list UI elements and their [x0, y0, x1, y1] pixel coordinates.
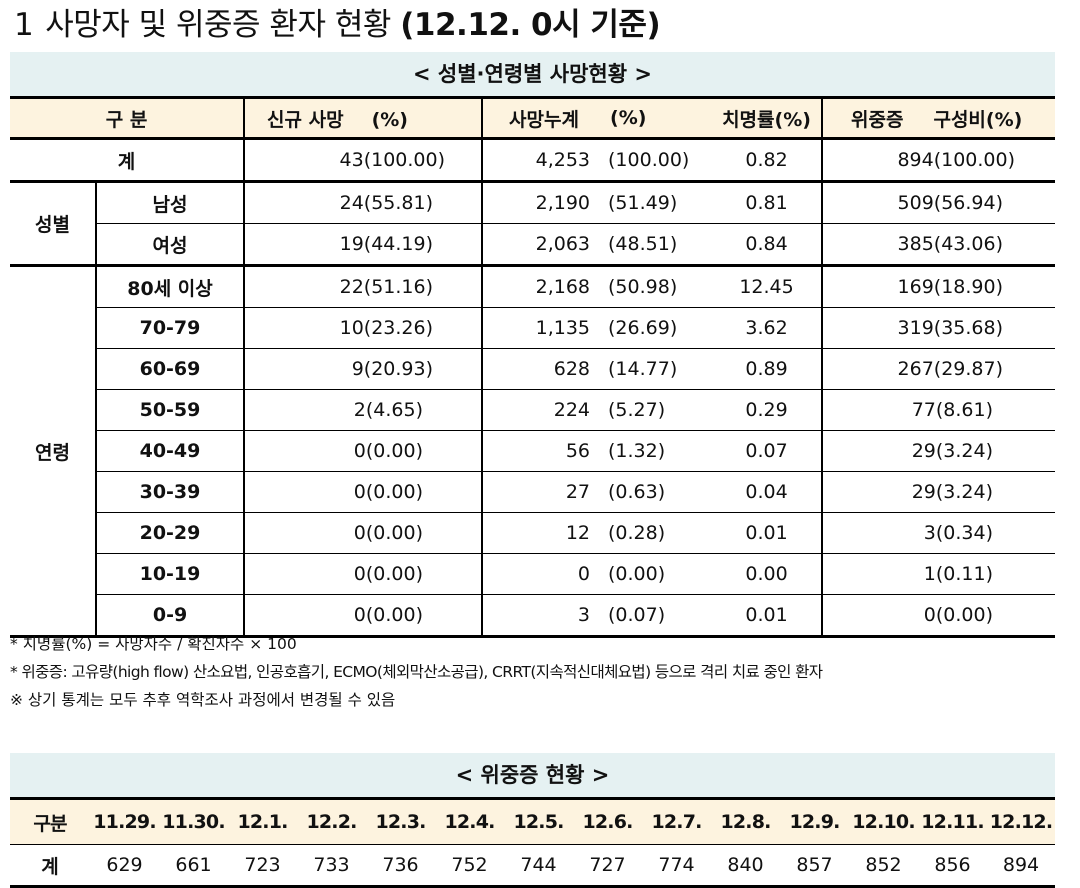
table-row: 30-39 0(0.00) 27 (0.63) 0.04 29(3.24)	[10, 471, 1056, 513]
value-cell: 629	[90, 844, 159, 888]
table1-header-row: 구 분 신규 사망 (%) 사망누계 (%) 치명률(%) 위중증 구성비(%)	[10, 96, 1056, 140]
table2-caption: < 위중증 현황 >	[10, 753, 1055, 797]
table-row: 0-9 0(0.00) 3 (0.07) 0.01 0(0.00)	[10, 594, 1056, 638]
date-header: 12.2.	[297, 797, 366, 845]
date-header: 12.7.	[642, 797, 711, 845]
death-status-table: 구 분 신규 사망 (%) 사망누계 (%) 치명률(%) 위중증 구성비(%) 계…	[10, 96, 1056, 638]
table-row: 연령 80세 이상 22(51.16) 2,168 (50.98) 12.45 …	[10, 265, 1056, 638]
value-cell: 894	[987, 844, 1055, 888]
footnote: * 위중증: 고유량(high flow) 산소요법, 인공호흡기, ECMO(…	[10, 663, 823, 681]
title-date: (12.12. 0시 기준)	[400, 7, 661, 43]
table-row: 여성 19(44.19) 2,063 (48.51) 0.84 385(43.0…	[10, 223, 1056, 267]
title-number: 1	[14, 7, 34, 43]
page-title: 1 사망자 및 위중증 환자 현황 (12.12. 0시 기준)	[14, 2, 661, 48]
date-header: 12.11.	[918, 797, 987, 845]
value-cell: 733	[297, 844, 366, 888]
table1-caption: < 성별·연령별 사망현황 >	[10, 52, 1055, 96]
group-label-age: 연령	[10, 265, 96, 638]
header-fatality: 치명률(%)	[712, 96, 823, 140]
date-header: 12.10.	[849, 797, 918, 845]
table-row: 20-29 0(0.00) 12 (0.28) 0.01 3(0.34)	[10, 512, 1056, 554]
header-category: 구 분	[10, 96, 245, 140]
table-row: 계 629 661 723 733 736 752 744 727 774 84…	[10, 844, 1055, 888]
value-cell: 852	[849, 844, 918, 888]
row-label: 계	[10, 844, 90, 888]
value-cell: 857	[780, 844, 849, 888]
date-header: 11.29.	[90, 797, 159, 845]
header-cum-deaths: 사망누계	[481, 96, 605, 140]
row-label: 계	[10, 138, 245, 183]
header-severe: 위중증 구성비(%)	[821, 96, 1056, 140]
header-cum-pct: (%)	[604, 96, 713, 140]
date-header: 12.6.	[573, 797, 642, 845]
value-cell: 723	[228, 844, 297, 888]
table-row: 50-59 2(4.65) 224 (5.27) 0.29 77(8.61)	[10, 389, 1056, 431]
table-row: 70-79 10(23.26) 1,135 (26.69) 3.62 319(3…	[10, 307, 1056, 349]
value-cell: 744	[504, 844, 573, 888]
date-header: 12.4.	[435, 797, 504, 845]
footnote: ※ 상기 통계는 모두 추후 역학조사 과정에서 변경될 수 있음	[10, 691, 396, 709]
title-text: 사망자 및 위중증 환자 현황	[45, 7, 391, 43]
table-row: 60-69 9(20.93) 628 (14.77) 0.89 267(29.8…	[10, 348, 1056, 390]
value-cell: 752	[435, 844, 504, 888]
table2-header-row: 구분 11.29. 11.30. 12.1. 12.2. 12.3. 12.4.…	[10, 797, 1055, 845]
value-cell: 727	[573, 844, 642, 888]
table-row: 40-49 0(0.00) 56 (1.32) 0.07 29(3.24)	[10, 430, 1056, 472]
date-header: 11.30.	[159, 797, 228, 845]
date-header: 12.8.	[711, 797, 780, 845]
severe-status-table: 구분 11.29. 11.30. 12.1. 12.2. 12.3. 12.4.…	[10, 797, 1055, 888]
footnote: * 치명률(%) = 사망자수 / 확진자수 × 100	[10, 635, 297, 653]
header-label: 구분	[10, 797, 90, 845]
value-cell: 736	[366, 844, 435, 888]
table-row: 성별 남성 24(55.81) 2,190 (51.49) 0.81 509(5…	[10, 181, 1056, 267]
value-cell: 774	[642, 844, 711, 888]
date-header: 12.9.	[780, 797, 849, 845]
footnotes: * 치명률(%) = 사망자수 / 확진자수 × 100 * 위중증: 고유량(…	[10, 630, 823, 714]
date-header: 12.5.	[504, 797, 573, 845]
date-header: 12.1.	[228, 797, 297, 845]
value-cell: 840	[711, 844, 780, 888]
date-header: 12.3.	[366, 797, 435, 845]
table-row: 10-19 0(0.00) 0 (0.00) 0.00 1(0.11)	[10, 553, 1056, 595]
date-header: 12.12.	[987, 797, 1055, 845]
value-cell: 856	[918, 844, 987, 888]
table-row-total: 계 43(100.00) 4,253 (100.00) 0.82 894(100…	[10, 138, 1056, 183]
value-cell: 661	[159, 844, 228, 888]
group-label-sex: 성별	[10, 181, 96, 267]
header-new-deaths: 신규 사망 (%)	[243, 96, 483, 140]
